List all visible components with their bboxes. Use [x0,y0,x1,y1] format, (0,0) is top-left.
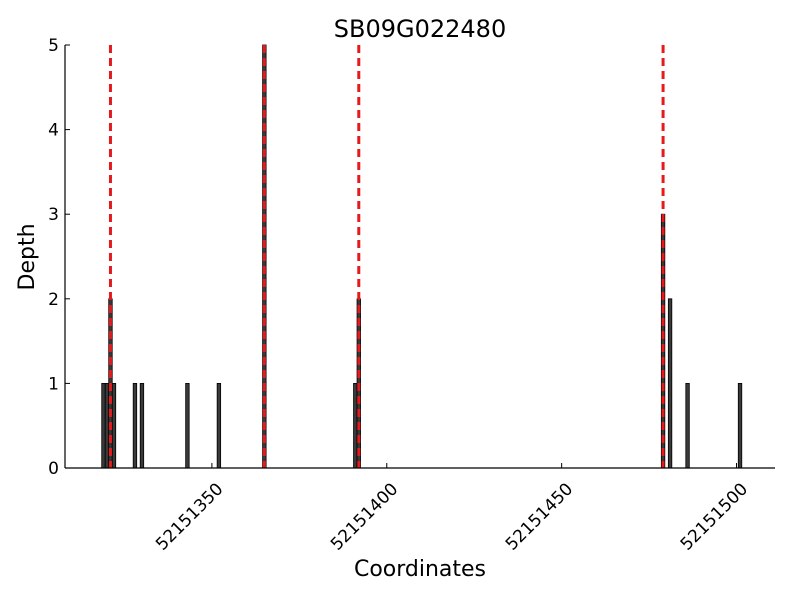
y-tick-label: 5 [48,36,59,56]
x-axis-label: Coordinates [354,557,486,582]
y-tick-label: 3 [48,205,59,225]
bar [132,382,138,469]
bar [737,382,743,469]
bar [104,382,110,469]
bar [111,382,117,469]
x-tick-label: 52151500 [677,479,752,554]
y-axis-label: Depth [15,223,40,290]
chart-title: SB09G022480 [334,15,506,43]
bar [139,382,145,469]
y-tick-label: 1 [48,374,59,394]
y-tick-label: 2 [48,290,59,310]
x-tick-label: 52151400 [327,479,402,554]
bar [101,382,106,469]
bar [353,382,358,469]
bar [667,298,673,469]
bar [216,382,222,469]
y-tick-label: 0 [48,459,59,479]
y-tick-label: 4 [48,121,59,141]
bar [685,382,690,469]
x-tick-label: 52151450 [502,479,577,554]
x-tick-label: 52151350 [152,479,227,554]
bar [185,382,190,469]
